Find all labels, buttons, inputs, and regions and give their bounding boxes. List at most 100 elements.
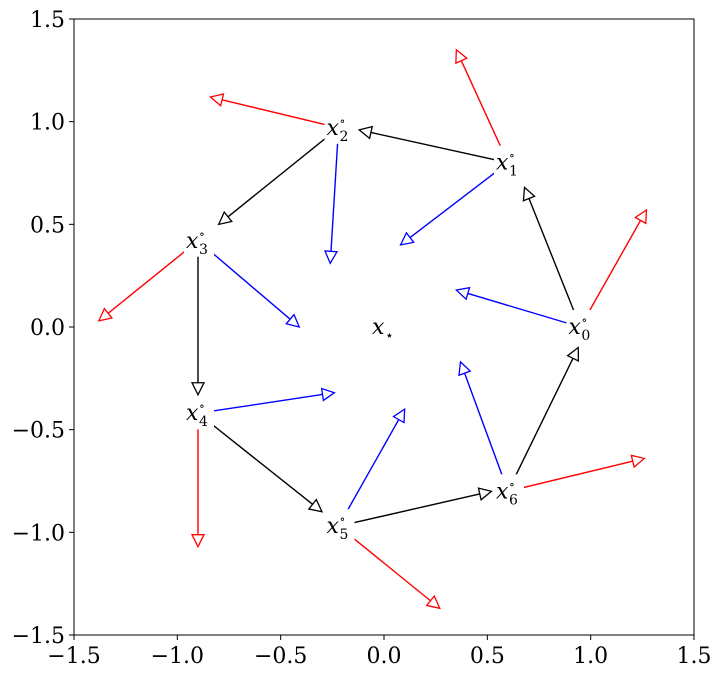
x-tick-label: −1.0 xyxy=(151,644,204,669)
arrow-head xyxy=(190,382,206,397)
point-label-x6: x ∘6 xyxy=(494,474,524,508)
x-tick-label: −1.5 xyxy=(47,644,100,669)
arrow-blue-1 xyxy=(399,162,509,246)
label-superscript: ∘ xyxy=(509,477,515,491)
arrow-black-3 xyxy=(190,240,206,397)
arrow-head xyxy=(392,407,406,424)
y-tick-label: 1.5 xyxy=(30,8,65,33)
arrow-head xyxy=(458,360,472,377)
label-superscript: ∘ xyxy=(340,512,346,526)
center-label-xstar: x ⋆ xyxy=(370,310,400,344)
arrow-blue-2 xyxy=(323,127,340,265)
arrow-red-3 xyxy=(97,240,199,322)
point-label-x2: x ∘2 xyxy=(324,110,355,145)
arrow-red-4 xyxy=(190,413,206,549)
label-backdrop xyxy=(494,474,524,508)
label-text: x xyxy=(496,479,509,504)
label-text: x xyxy=(327,514,340,539)
arrow-head xyxy=(320,387,336,402)
arrow-blue-0 xyxy=(454,286,581,328)
label-text: x xyxy=(496,151,509,176)
arrow-head xyxy=(454,286,471,301)
label-subscript: 6 xyxy=(509,492,518,508)
label-subscript: 1 xyxy=(509,164,518,180)
x-tick-label: 1.0 xyxy=(573,644,608,669)
arrow-red-6 xyxy=(507,454,646,492)
arrow-head xyxy=(634,208,648,225)
arrow-blue-5 xyxy=(337,407,406,527)
point-label-x0: x ∘0 xyxy=(566,310,597,344)
y-tick-label: 1.0 xyxy=(30,111,65,136)
arrow-shaft xyxy=(197,412,314,505)
label-text: x xyxy=(568,315,581,340)
arrow-blue-6 xyxy=(458,360,509,492)
arrow-head xyxy=(399,231,415,246)
point-label-x4: x ∘4 xyxy=(184,396,214,430)
arrow-black-5 xyxy=(338,487,493,527)
x-tick-label: 0.0 xyxy=(367,644,402,669)
label-subscript: 3 xyxy=(199,242,208,258)
point-label-x1: x ∘1 xyxy=(494,145,524,180)
arrow-head xyxy=(630,454,646,469)
arrow-head xyxy=(97,307,114,322)
y-tick-label: 0.5 xyxy=(30,213,65,238)
arrow-red-0 xyxy=(579,208,648,328)
label-backdrop xyxy=(184,223,214,257)
label-backdrop xyxy=(494,145,524,179)
arrow-shaft xyxy=(107,240,199,314)
label-backdrop xyxy=(324,509,355,543)
arrow-shaft xyxy=(221,99,339,129)
label-subscript: ⋆ xyxy=(385,328,394,344)
arrow-shaft xyxy=(460,60,509,164)
label-superscript: ∘ xyxy=(581,313,587,327)
axes-layer: −1.5 −1.0 −0.5 0.0 0.5 1.0 1.5 −1.5 −1.0 −0.5 0.0 0… xyxy=(12,8,712,669)
label-backdrop xyxy=(370,310,400,343)
label-subscript: 2 xyxy=(340,129,349,145)
arrow-head xyxy=(566,346,580,362)
y-tick-label: 0.0 xyxy=(30,316,65,341)
label-subscript: 0 xyxy=(581,328,590,344)
arrow-shaft xyxy=(330,127,340,252)
arrow-head xyxy=(285,313,301,328)
arrow-shaft xyxy=(507,358,574,492)
arrow-head xyxy=(357,125,374,140)
arrow-head xyxy=(522,186,536,202)
label-text: x xyxy=(186,229,199,254)
arrow-head xyxy=(217,210,233,226)
arrow-shaft xyxy=(409,162,509,239)
arrow-shaft xyxy=(338,493,480,527)
arrow-head xyxy=(190,534,206,549)
arrow-black-0 xyxy=(522,186,581,328)
arrow-blue-4 xyxy=(197,387,336,414)
y-tick-label: −1.0 xyxy=(12,521,65,546)
arrow-head xyxy=(208,93,225,107)
y-tick-label: −0.5 xyxy=(12,419,65,444)
x-tick-label: −0.5 xyxy=(254,644,307,669)
arrow-shaft xyxy=(507,460,633,492)
x-tick-label: 0.5 xyxy=(470,644,505,669)
arrow-shaft xyxy=(370,131,509,164)
label-text: x xyxy=(186,401,199,426)
arrow-shaft xyxy=(337,419,400,527)
label-text: x xyxy=(372,315,385,340)
arrow-head xyxy=(307,498,324,513)
arrow-shaft xyxy=(197,393,323,414)
arrow-shaft xyxy=(227,127,339,218)
label-backdrop xyxy=(324,110,355,144)
arrow-shaft xyxy=(579,220,642,328)
label-superscript: ∘ xyxy=(340,114,346,128)
label-superscript: ∘ xyxy=(509,149,515,163)
arrow-black-1 xyxy=(357,125,509,164)
arrows-layer xyxy=(97,48,648,610)
arrow-red-2 xyxy=(208,93,339,129)
label-backdrop xyxy=(184,396,214,430)
arrow-red-1 xyxy=(455,48,509,164)
arrow-black-6 xyxy=(507,346,580,492)
point-label-x3: x ∘3 xyxy=(184,223,214,258)
label-subscript: 5 xyxy=(340,527,349,543)
arrow-head xyxy=(425,594,441,610)
arrow-shaft xyxy=(528,198,581,328)
label-subscript: 4 xyxy=(199,414,208,430)
